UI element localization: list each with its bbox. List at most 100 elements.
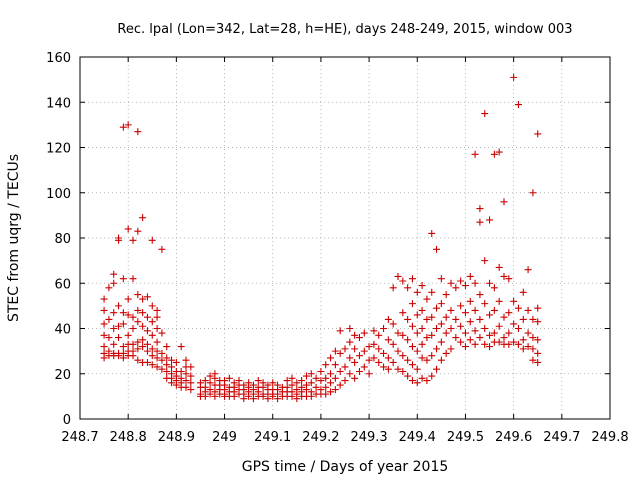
- data-point: [148, 352, 156, 360]
- data-point: [119, 309, 127, 317]
- data-point: [254, 377, 262, 385]
- x-tick-label: 248.9: [158, 430, 195, 445]
- x-tick-label: 249.2: [302, 430, 339, 445]
- data-point: [447, 325, 455, 332]
- data-point: [119, 343, 127, 351]
- data-point: [423, 295, 431, 303]
- data-point: [394, 365, 402, 373]
- data-point: [380, 363, 388, 371]
- data-point: [134, 356, 142, 364]
- data-point: [182, 383, 190, 391]
- data-point: [466, 318, 474, 326]
- data-point: [322, 361, 330, 369]
- data-point: [500, 313, 508, 321]
- data-point: [433, 365, 441, 373]
- data-point: [322, 390, 330, 398]
- y-tick-label: 120: [46, 142, 71, 157]
- data-point: [355, 352, 363, 360]
- data-point: [529, 315, 537, 323]
- data-point: [418, 325, 426, 332]
- data-point: [177, 367, 185, 375]
- data-point: [534, 130, 542, 138]
- data-point: [148, 302, 156, 310]
- data-point: [134, 318, 142, 326]
- data-point: [134, 306, 142, 314]
- data-point: [428, 229, 436, 237]
- data-point: [139, 343, 147, 351]
- data-point: [230, 392, 238, 400]
- data-point: [437, 320, 445, 328]
- data-point: [529, 334, 537, 342]
- data-point: [182, 370, 190, 378]
- data-point: [524, 329, 532, 337]
- y-tick-label: 140: [46, 96, 71, 111]
- data-point: [418, 282, 426, 290]
- data-point: [158, 349, 166, 357]
- data-point: [187, 363, 195, 371]
- data-point: [341, 377, 349, 385]
- data-point: [129, 313, 137, 321]
- data-point: [447, 279, 455, 287]
- data-point: [327, 370, 335, 378]
- data-point: [168, 363, 176, 371]
- data-point: [495, 338, 503, 346]
- data-point: [457, 302, 465, 310]
- data-point: [336, 367, 344, 375]
- data-point: [413, 365, 421, 373]
- data-point: [442, 313, 450, 321]
- data-point: [331, 386, 339, 394]
- data-point: [143, 347, 151, 355]
- data-point: [389, 358, 397, 366]
- data-point: [408, 300, 416, 308]
- data-point: [481, 325, 489, 332]
- data-point: [124, 225, 132, 233]
- data-point: [413, 329, 421, 337]
- data-point: [524, 343, 532, 351]
- data-point: [389, 284, 397, 292]
- data-point: [461, 329, 469, 337]
- data-point: [505, 329, 513, 337]
- data-point: [245, 392, 253, 400]
- data-point: [490, 284, 498, 292]
- data-point: [404, 356, 412, 364]
- data-point: [384, 315, 392, 323]
- data-point: [510, 338, 518, 346]
- chart-title: Rec. lpal (Lon=342, Lat=28, h=HE), days …: [117, 22, 572, 37]
- data-point: [534, 358, 542, 366]
- data-point: [380, 349, 388, 357]
- data-point: [115, 322, 123, 330]
- data-point: [110, 340, 118, 348]
- data-point: [447, 345, 455, 353]
- data-point: [471, 306, 479, 314]
- data-point: [476, 315, 484, 323]
- data-point: [534, 304, 542, 312]
- data-point: [168, 356, 176, 364]
- data-point: [433, 245, 441, 253]
- data-point: [119, 123, 127, 131]
- data-point: [163, 367, 171, 375]
- data-point: [302, 386, 310, 394]
- data-point: [404, 284, 412, 292]
- data-point: [399, 277, 407, 285]
- data-point: [153, 354, 161, 362]
- data-point: [288, 392, 296, 400]
- data-point: [129, 340, 137, 348]
- data-point: [428, 288, 436, 296]
- data-point: [437, 356, 445, 364]
- x-tick-label: 249.3: [350, 430, 387, 445]
- data-point: [312, 374, 320, 382]
- data-point: [336, 349, 344, 357]
- data-point: [519, 345, 527, 353]
- data-point: [240, 395, 248, 403]
- data-point: [375, 331, 383, 339]
- data-point: [452, 334, 460, 342]
- data-point: [452, 315, 460, 323]
- data-point: [365, 370, 373, 378]
- data-point: [510, 320, 518, 328]
- data-point: [457, 338, 465, 346]
- y-tick-label: 60: [54, 277, 71, 292]
- data-point: [447, 306, 455, 314]
- y-tick-label: 100: [46, 187, 71, 202]
- data-point: [139, 214, 147, 222]
- data-point: [428, 372, 436, 380]
